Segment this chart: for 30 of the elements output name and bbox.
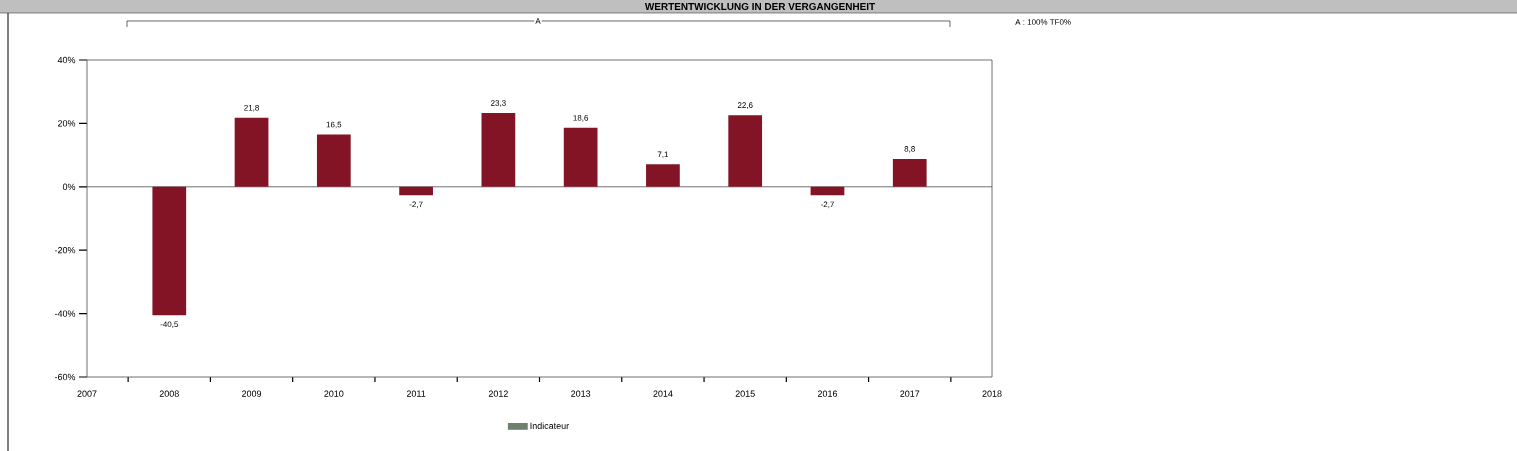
y-tick-label: 0%	[62, 183, 76, 190]
x-tick-label: 2016	[817, 390, 838, 397]
bar	[646, 164, 680, 187]
x-tick-label: 2015	[735, 390, 755, 397]
bar	[810, 186, 845, 196]
x-tick-label: 2009	[242, 390, 262, 397]
bar	[234, 117, 269, 187]
y-tick-label: 40%	[57, 56, 76, 64]
bar	[481, 112, 516, 187]
x-tick-label: 2011	[406, 390, 426, 397]
x-tick-label: 2012	[488, 390, 508, 397]
bar	[152, 186, 187, 316]
y-tick-label: 20%	[58, 120, 76, 127]
chart-title: WERTENTWICKLUNG IN DER VERGANGENHEIT	[644, 2, 876, 11]
y-tick-label: -40%	[54, 310, 76, 317]
x-tick-label: 2013	[571, 390, 591, 397]
x-tick-label: 2017	[900, 390, 920, 397]
legend-label: Indicateur	[530, 422, 569, 429]
bar	[563, 127, 598, 187]
x-tick-label: 2008	[159, 390, 179, 397]
bar	[316, 134, 351, 187]
x-tick-label: 2018	[982, 390, 1002, 397]
y-tick-label: -20%	[54, 247, 76, 254]
y-tick-label: -60%	[54, 373, 76, 381]
bar	[399, 186, 433, 196]
x-tick-label: 2014	[653, 390, 673, 397]
x-tick-label: 2007	[77, 390, 97, 397]
bar	[892, 158, 927, 187]
bar	[728, 115, 763, 187]
x-tick-label: 2010	[324, 390, 344, 397]
